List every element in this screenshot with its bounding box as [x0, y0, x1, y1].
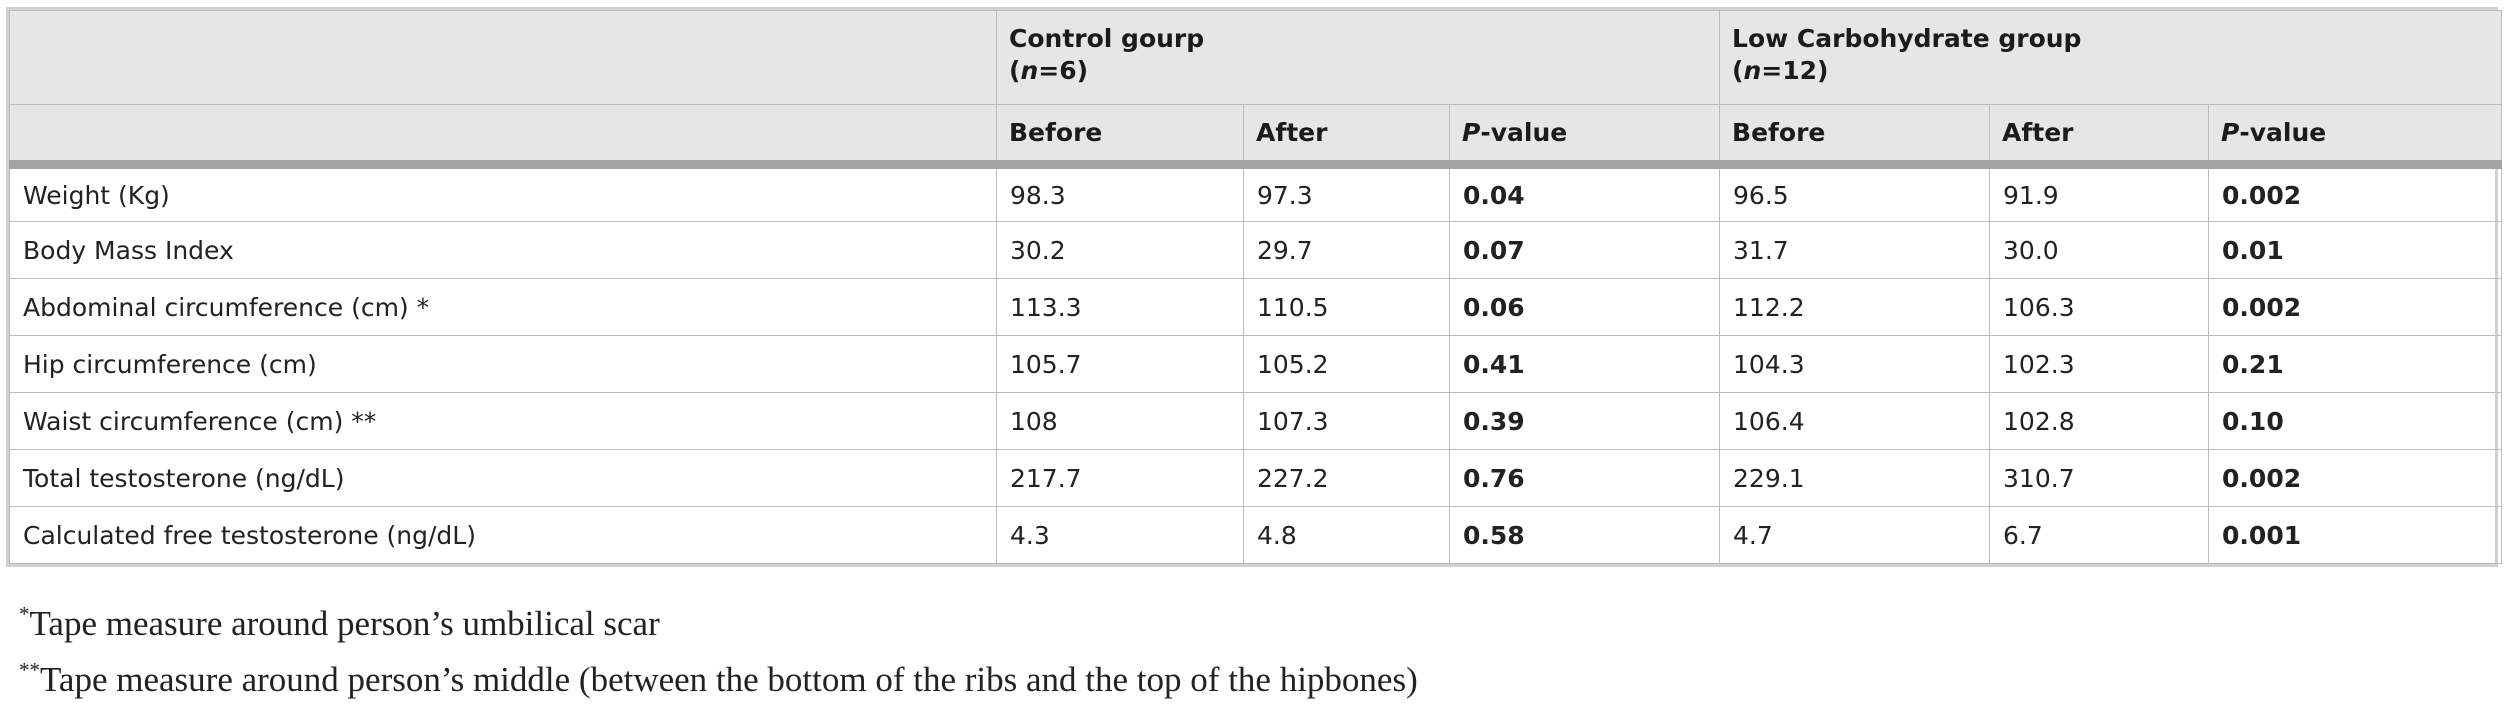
row-label: Body Mass Index — [9, 221, 997, 279]
control-pvalue-cell: 0.07 — [1448, 221, 1721, 279]
row-label: Total testosterone (ng/dL) — [9, 449, 997, 507]
p-letter: P — [1462, 118, 1481, 147]
p-letter: P — [2221, 118, 2240, 147]
lowcarb-pvalue-cell: 0.10 — [2208, 392, 2503, 450]
lowcarb-before-cell: 96.5 — [1719, 164, 1991, 222]
control-pvalue-cell: 0.04 — [1448, 164, 1721, 222]
row-label: Hip circumference (cm) — [9, 335, 997, 393]
lowcarb-after-cell: 310.7 — [1989, 449, 2210, 507]
control-after-cell: 227.2 — [1243, 449, 1450, 507]
lowcarb-group-title: Low Carbohydrate group — [1732, 24, 2082, 53]
control-after-cell: 110.5 — [1243, 278, 1450, 336]
control-after-cell: 105.2 — [1243, 335, 1450, 393]
lowcarb-pvalue-header: P-value — [2208, 104, 2503, 169]
control-before-cell: 4.3 — [996, 506, 1244, 564]
lowcarb-before-header: Before — [1719, 104, 1991, 169]
control-group-header: Control gourp (n=6) — [995, 10, 1721, 105]
lowcarb-pvalue-cell: 0.01 — [2208, 221, 2503, 279]
control-group-title: Control gourp — [1009, 24, 1205, 53]
control-before-cell: 217.7 — [996, 449, 1244, 507]
lowcarb-pvalue-cell: 0.002 — [2208, 164, 2503, 222]
control-pvalue-cell: 0.41 — [1448, 335, 1721, 393]
table-row: Weight (Kg) 98.3 97.3 0.04 96.5 91.9 0.0… — [9, 164, 2503, 222]
lowcarb-pvalue-cell: 0.002 — [2208, 278, 2503, 336]
control-pvalue-cell: 0.58 — [1448, 506, 1721, 564]
row-label: Calculated free testosterone (ng/dL) — [9, 506, 997, 564]
control-before-header: Before — [996, 104, 1244, 169]
footnote-text: Tape measure around person’s middle (bet… — [40, 660, 1418, 699]
lowcarb-group-n-value: =12) — [1761, 56, 1829, 85]
control-before-cell: 30.2 — [996, 221, 1244, 279]
table-body: Weight (Kg) 98.3 97.3 0.04 96.5 91.9 0.0… — [9, 164, 2503, 564]
control-pvalue-header: P-value — [1448, 104, 1721, 169]
control-group-n-value: =6) — [1038, 56, 1089, 85]
data-table-container: Control gourp (n=6) Low Carbohydrate gro… — [6, 7, 2503, 567]
control-pvalue-cell: 0.06 — [1448, 278, 1721, 336]
footnote-mark: ** — [19, 658, 40, 682]
empty-corner-cell — [9, 10, 997, 105]
lowcarb-before-cell: 106.4 — [1719, 392, 1991, 450]
lowcarb-after-header: After — [1989, 104, 2210, 169]
footnote-item: *Tape measure around person’s umbilical … — [19, 596, 1418, 652]
control-before-cell: 108 — [996, 392, 1244, 450]
lowcarb-pvalue-cell: 0.001 — [2208, 506, 2503, 564]
lowcarb-after-cell: 91.9 — [1989, 164, 2210, 222]
control-group-n-var: n — [1020, 56, 1039, 85]
column-header-row: Before After P-value Before After P-valu… — [9, 104, 2503, 169]
lowcarb-pvalue-cell: 0.002 — [2208, 449, 2503, 507]
footnote-text: Tape measure around person’s umbilical s… — [29, 604, 660, 643]
table-header: Control gourp (n=6) Low Carbohydrate gro… — [9, 10, 2503, 169]
control-after-cell: 97.3 — [1243, 164, 1450, 222]
table-row: Body Mass Index 30.2 29.7 0.07 31.7 30.0… — [9, 221, 2503, 279]
table-row: Calculated free testosterone (ng/dL) 4.3… — [9, 506, 2503, 564]
lowcarb-after-cell: 6.7 — [1989, 506, 2210, 564]
lowcarb-after-cell: 30.0 — [1989, 221, 2210, 279]
lowcarb-before-cell: 112.2 — [1719, 278, 1991, 336]
control-after-cell: 29.7 — [1243, 221, 1450, 279]
table-row: Total testosterone (ng/dL) 217.7 227.2 0… — [9, 449, 2503, 507]
lowcarb-after-cell: 106.3 — [1989, 278, 2210, 336]
lowcarb-before-cell: 4.7 — [1719, 506, 1991, 564]
lowcarb-group-n-open: ( — [1732, 56, 1744, 85]
p-rest: -value — [2239, 118, 2327, 147]
control-pvalue-cell: 0.39 — [1448, 392, 1721, 450]
control-pvalue-cell: 0.76 — [1448, 449, 1721, 507]
control-before-cell: 113.3 — [996, 278, 1244, 336]
control-before-cell: 98.3 — [996, 164, 1244, 222]
table-row: Hip circumference (cm) 105.7 105.2 0.41 … — [9, 335, 2503, 393]
empty-label-header — [9, 104, 997, 169]
group-header-row: Control gourp (n=6) Low Carbohydrate gro… — [9, 10, 2503, 105]
control-after-cell: 4.8 — [1243, 506, 1450, 564]
lowcarb-before-cell: 229.1 — [1719, 449, 1991, 507]
control-group-n-open: ( — [1009, 56, 1021, 85]
p-rest: -value — [1480, 118, 1568, 147]
control-after-header: After — [1243, 104, 1450, 169]
lowcarb-before-cell: 31.7 — [1719, 221, 1991, 279]
lowcarb-after-cell: 102.8 — [1989, 392, 2210, 450]
table-row: Waist circumference (cm) ** 108 107.3 0.… — [9, 392, 2503, 450]
row-label: Abdominal circumference (cm) * — [9, 278, 997, 336]
lowcarb-pvalue-cell: 0.21 — [2208, 335, 2503, 393]
row-label: Waist circumference (cm) ** — [9, 392, 997, 450]
control-before-cell: 105.7 — [996, 335, 1244, 393]
lowcarb-before-cell: 104.3 — [1719, 335, 1991, 393]
results-table: Control gourp (n=6) Low Carbohydrate gro… — [9, 10, 2503, 564]
footnote-mark: * — [19, 602, 30, 626]
lowcarb-group-n-var: n — [1743, 56, 1762, 85]
lowcarb-group-header: Low Carbohydrate group (n=12) — [1719, 10, 2503, 105]
footnote-item: **Tape measure around person’s middle (b… — [19, 652, 1418, 708]
table-row: Abdominal circumference (cm) * 113.3 110… — [9, 278, 2503, 336]
footnotes: *Tape measure around person’s umbilical … — [19, 596, 1418, 708]
lowcarb-after-cell: 102.3 — [1989, 335, 2210, 393]
row-label: Weight (Kg) — [9, 164, 997, 222]
control-after-cell: 107.3 — [1243, 392, 1450, 450]
